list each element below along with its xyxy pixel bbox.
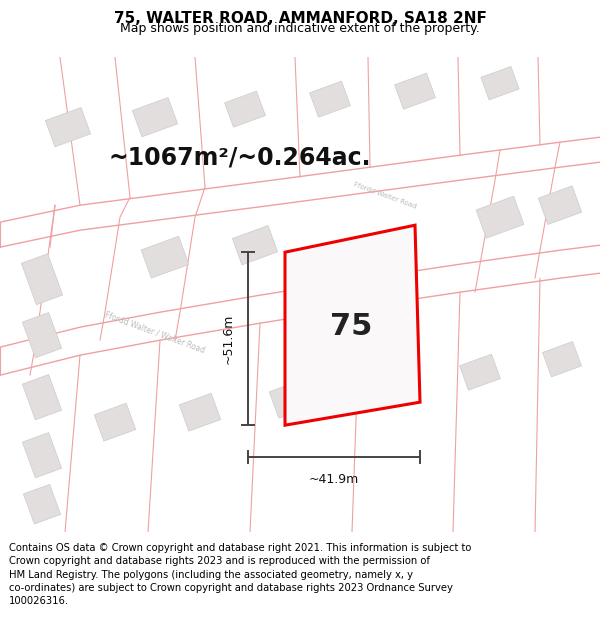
Polygon shape	[538, 186, 582, 224]
Text: ~51.6m: ~51.6m	[221, 314, 235, 364]
Polygon shape	[23, 484, 61, 524]
Polygon shape	[22, 432, 62, 478]
Polygon shape	[179, 393, 221, 431]
Polygon shape	[22, 312, 62, 358]
Text: 75, WALTER ROAD, AMMANFORD, SA18 2NF: 75, WALTER ROAD, AMMANFORD, SA18 2NF	[113, 11, 487, 26]
Polygon shape	[310, 81, 350, 118]
Text: ~41.9m: ~41.9m	[309, 472, 359, 486]
Polygon shape	[46, 107, 91, 147]
Polygon shape	[367, 366, 409, 404]
Text: Contains OS data © Crown copyright and database right 2021. This information is : Contains OS data © Crown copyright and d…	[9, 543, 472, 606]
Polygon shape	[285, 225, 420, 425]
Text: Ffordd Walter Road: Ffordd Walter Road	[353, 181, 417, 209]
Polygon shape	[460, 354, 500, 390]
Text: Map shows position and indicative extent of the property.: Map shows position and indicative extent…	[120, 22, 480, 35]
Polygon shape	[141, 236, 189, 278]
Text: Ffordd Walter / Walter Road: Ffordd Walter / Walter Road	[104, 310, 206, 354]
Polygon shape	[133, 98, 178, 137]
Polygon shape	[542, 341, 581, 377]
Polygon shape	[395, 73, 436, 109]
Polygon shape	[232, 226, 278, 265]
Text: ~1067m²/~0.264ac.: ~1067m²/~0.264ac.	[109, 145, 371, 169]
Polygon shape	[269, 380, 311, 418]
Polygon shape	[476, 196, 524, 238]
Polygon shape	[94, 403, 136, 441]
Polygon shape	[22, 374, 62, 420]
Polygon shape	[224, 91, 265, 128]
Polygon shape	[481, 66, 519, 100]
Text: 75: 75	[330, 312, 373, 341]
Polygon shape	[22, 254, 62, 304]
